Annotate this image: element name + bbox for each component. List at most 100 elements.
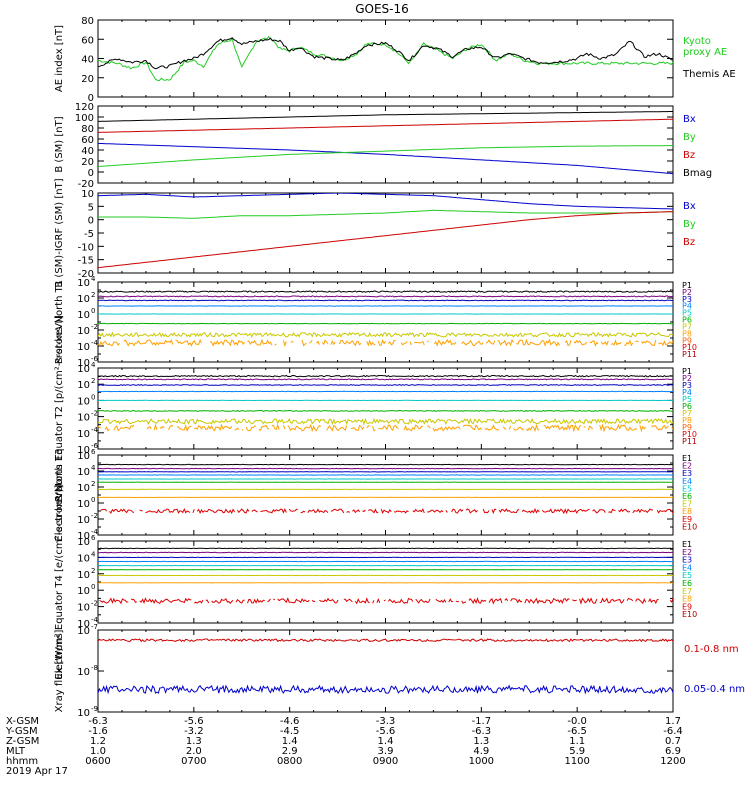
x-axis-row-label: X-GSM (6, 716, 39, 727)
series-line-p8 (301, 339, 307, 347)
series-line-p8 (414, 340, 425, 346)
series-line-e9 (387, 597, 414, 604)
x-axis-value: -3.3 (376, 716, 396, 727)
x-axis-value: -4.6 (280, 716, 300, 727)
y-tick-exponent: 4 (91, 550, 96, 558)
series-line-p2 (98, 378, 673, 381)
series-line-p8 (610, 339, 622, 346)
y-tick-label: 10 (77, 531, 90, 542)
panel-frame (97, 281, 674, 363)
series-line-p8 (377, 339, 386, 346)
series-line-p8 (245, 425, 257, 432)
series-line-e9 (205, 599, 210, 604)
x-axis-table: X-GSM -6.3 -5.6 -4.6 -3.3 -1.7 -0.0 1.7 Y-GSM -1.… (5, 716, 686, 777)
y-tick-label: 10 (77, 445, 90, 456)
series-line-e9 (139, 597, 192, 605)
legend-entry: E9 (682, 515, 692, 524)
y-tick-label: 10 (77, 537, 90, 548)
y-tick-label: 10 (77, 553, 90, 564)
series-line-e9 (236, 508, 250, 514)
legend-entry: By (683, 132, 696, 143)
series-line-p6 (98, 409, 673, 412)
y-tick-label: 60 (81, 135, 94, 146)
y-tick-label: 20 (81, 157, 94, 168)
y-tick-label: 60 (81, 35, 94, 46)
legend-entry: E8 (682, 507, 692, 516)
x-axis-value: 0700 (181, 756, 206, 767)
series-line-p8 (159, 425, 165, 429)
legend-entry: E10 (682, 610, 697, 619)
y-axis-label: Protons Equator T2 [p/(cm²-s-sr-keV)] (54, 315, 65, 502)
series-line-e9 (648, 598, 659, 605)
x-axis-value: 1200 (660, 756, 685, 767)
legend-entry: P1 (682, 367, 692, 376)
y-axis-label: Electrons North T3 (54, 448, 65, 541)
legend-entry: Kyoto (683, 36, 711, 47)
legend-entry: P10 (682, 430, 697, 439)
y-tick-label: 10 (77, 278, 90, 289)
series-line-0-1-0-8-nm (98, 638, 673, 643)
y-tick-label: 10 (77, 396, 90, 407)
y-tick-label: 40 (81, 146, 94, 157)
x-axis-value: 2.9 (282, 746, 298, 757)
y-tick-label: 10 (77, 499, 90, 510)
series-line-p8 (434, 339, 457, 347)
y-tick-label: 10 (77, 326, 90, 337)
y-tick-exponent: 0 (91, 393, 95, 401)
x-axis-value: 1100 (564, 756, 589, 767)
x-axis-value: -3.2 (184, 726, 204, 737)
series-line-e9 (635, 598, 647, 605)
y-tick-label: 100 (75, 113, 94, 124)
legend-entry: E9 (682, 602, 692, 611)
y-tick-exponent: 4 (91, 464, 96, 472)
legend-entry: E6 (682, 492, 692, 501)
y-tick-label: -20 (78, 269, 94, 280)
legend-entry: E5 (682, 484, 692, 493)
legend-entry: E4 (682, 477, 692, 486)
series-line-bx (98, 142, 673, 175)
series-line-p8 (403, 424, 423, 432)
series-line-p8 (573, 339, 588, 346)
series-line-e9 (461, 600, 467, 604)
x-axis-row-label: Z-GSM (6, 736, 39, 747)
plot-title: GOES-16 (355, 2, 409, 16)
y-tick-label: 10 (77, 515, 90, 526)
y-tick-label: 10 (77, 570, 90, 581)
x-axis-value: -4.5 (280, 726, 300, 737)
legend-entry: E1 (682, 540, 692, 549)
y-tick-label: 10 (77, 586, 90, 597)
series-line-e9 (343, 598, 353, 603)
series-line-e9 (427, 509, 444, 513)
series-line-p8 (426, 340, 429, 343)
x-axis-value: -1.7 (472, 716, 492, 727)
series-line-e9 (139, 509, 143, 512)
series-group (98, 463, 673, 515)
series-line-e9 (288, 508, 299, 512)
series-line-e9 (109, 508, 135, 514)
series-line-p8 (641, 339, 657, 346)
series-line-p8 (113, 424, 135, 432)
y-tick-label: 10 (77, 467, 90, 478)
series-line-p8 (146, 425, 152, 430)
legend-entry: P10 (682, 343, 697, 352)
series-line-e9 (504, 598, 509, 602)
legend-entry: E1 (682, 454, 692, 463)
series-line-e9 (194, 599, 204, 604)
series-line-e9 (260, 507, 287, 514)
series-group (98, 290, 673, 348)
series-line-p8 (98, 425, 101, 429)
y-tick-label: 40 (81, 55, 94, 66)
series-group (98, 111, 673, 175)
series-line-e9 (247, 598, 265, 604)
series-line-e9 (579, 597, 598, 606)
x-axis-value: 3.9 (378, 746, 394, 757)
y-tick-label: 10 (77, 364, 90, 375)
series-line-themis-ae (98, 37, 673, 70)
legend-entry: P8 (682, 329, 692, 338)
x-axis-value: -6.3 (88, 716, 108, 727)
series-line-p8 (543, 423, 582, 433)
x-axis-value: 1000 (469, 756, 494, 767)
series-line-by (98, 145, 673, 167)
